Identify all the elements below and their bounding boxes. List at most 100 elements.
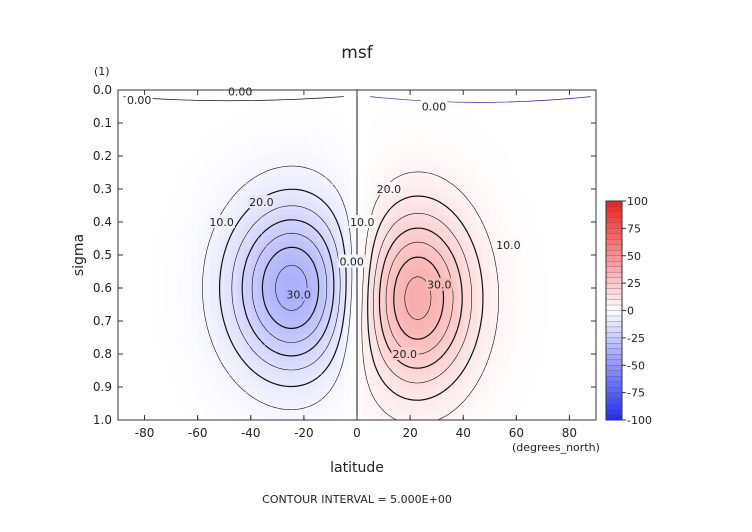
field-cell <box>257 334 265 342</box>
field-cell <box>489 406 498 414</box>
field-cell <box>184 393 192 401</box>
field-cell <box>310 288 318 296</box>
field-cell <box>589 228 596 236</box>
field-cell <box>210 281 219 289</box>
field-cell <box>416 268 424 276</box>
field-cell <box>489 222 498 230</box>
field-cell <box>303 90 312 98</box>
field-cell <box>151 116 159 124</box>
field-cell <box>496 380 504 388</box>
field-cell <box>383 136 391 144</box>
field-cell <box>549 354 557 362</box>
colorbar-tick-label: -25 <box>627 332 645 345</box>
field-cell <box>137 156 146 164</box>
field-cell <box>230 406 239 414</box>
field-cell <box>277 235 285 243</box>
field-cell <box>489 136 498 144</box>
field-cell <box>516 136 524 144</box>
field-cell <box>350 228 358 236</box>
field-cell <box>224 96 232 104</box>
field-cell <box>396 255 405 263</box>
field-cell <box>204 301 212 309</box>
field-cell <box>576 307 584 315</box>
field-cell <box>556 195 564 203</box>
field-cell <box>118 228 126 236</box>
field-cell <box>589 156 596 164</box>
field-cell <box>390 307 398 315</box>
field-cell <box>456 208 464 216</box>
field-cell <box>303 261 312 269</box>
field-cell <box>257 347 265 355</box>
field-cell <box>237 255 245 263</box>
field-cell <box>449 255 458 263</box>
field-cell <box>516 400 524 408</box>
field-cell <box>509 334 517 342</box>
field-cell <box>191 354 199 362</box>
field-cell <box>522 288 531 296</box>
field-cell <box>157 373 166 381</box>
field-cell <box>164 380 172 388</box>
field-cell <box>131 360 139 368</box>
field-cell <box>171 327 179 335</box>
field-cell <box>357 288 365 296</box>
field-cell <box>244 387 252 395</box>
field-cell <box>376 228 385 236</box>
field-cell <box>483 413 491 420</box>
field-cell <box>443 393 451 401</box>
field-cell <box>210 406 219 414</box>
field-cell <box>363 123 371 131</box>
field-cell <box>197 90 205 98</box>
field-cell <box>118 123 126 131</box>
field-cell <box>489 175 498 183</box>
field-cell <box>323 380 332 388</box>
field-cell <box>443 123 451 131</box>
field-cell <box>177 116 185 124</box>
field-cell <box>576 156 584 164</box>
field-cell <box>396 129 405 137</box>
field-cell <box>303 301 312 309</box>
field-cell <box>151 208 159 216</box>
field-cell <box>230 347 239 355</box>
field-cell <box>210 248 219 256</box>
field-cell <box>330 413 338 420</box>
field-cell <box>509 202 517 210</box>
field-cell <box>297 354 305 362</box>
field-cell <box>197 301 205 309</box>
field-cell <box>476 90 484 98</box>
field-cell <box>197 340 205 348</box>
field-cell <box>403 327 411 335</box>
field-cell <box>197 327 205 335</box>
field-cell <box>410 380 418 388</box>
field-cell <box>363 393 371 401</box>
field-cell <box>283 149 292 157</box>
field-cell <box>383 321 391 329</box>
field-cell <box>323 241 332 249</box>
field-cell <box>509 274 517 282</box>
field-cell <box>303 327 312 335</box>
field-cell <box>363 274 371 282</box>
field-cell <box>403 195 411 203</box>
field-cell <box>443 327 451 335</box>
field-cell <box>244 261 252 269</box>
field-cell <box>549 327 557 335</box>
field-cell <box>131 400 139 408</box>
field-cell <box>191 175 199 183</box>
field-cell <box>144 202 152 210</box>
field-cell <box>449 288 458 296</box>
field-cell <box>542 182 551 190</box>
field-cell <box>310 367 318 375</box>
field-cell <box>230 142 239 150</box>
field-cell <box>310 314 318 322</box>
field-cell <box>204 182 212 190</box>
field-cell <box>151 90 159 98</box>
field-cell <box>217 136 225 144</box>
field-cell <box>383 367 391 375</box>
field-cell <box>423 340 431 348</box>
field-cell <box>144 103 152 111</box>
field-cell <box>423 241 431 249</box>
field-cell <box>529 129 537 137</box>
field-cell <box>383 116 391 124</box>
field-cell <box>144 248 152 256</box>
field-cell <box>124 156 132 164</box>
colorbar-swatch <box>605 332 623 339</box>
